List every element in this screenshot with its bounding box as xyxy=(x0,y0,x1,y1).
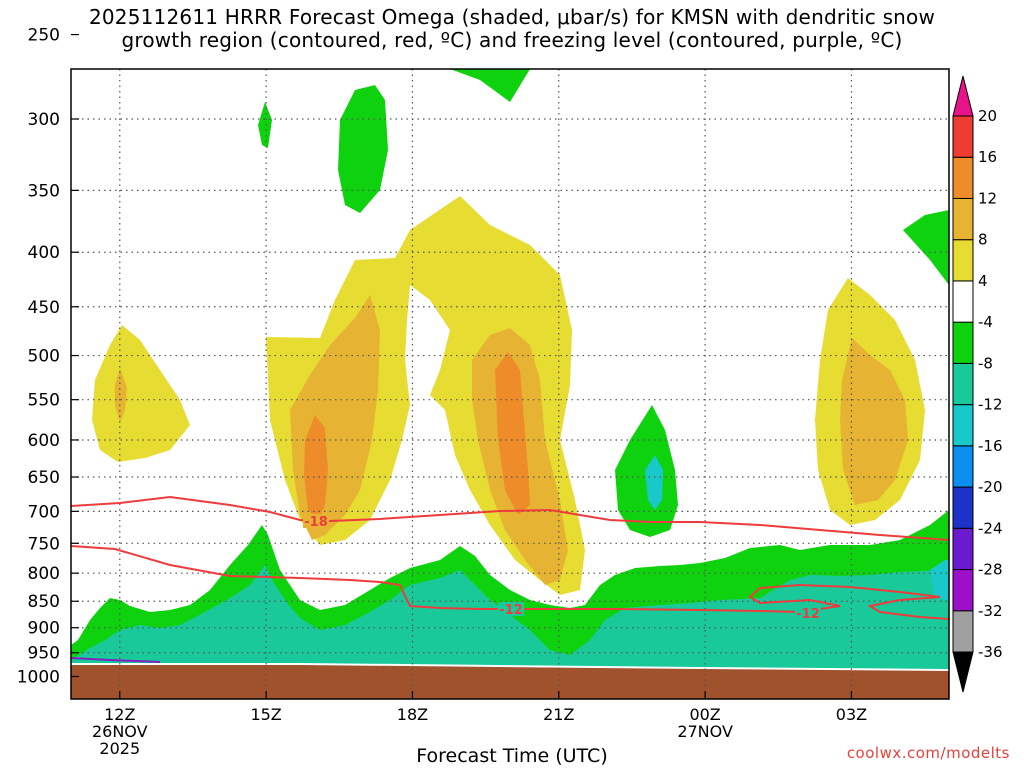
contour-label-minus12-a: -12 xyxy=(499,603,523,618)
colorbar-tick-label: 4 xyxy=(978,272,988,290)
y-tick-label: 800 xyxy=(28,564,60,584)
colorbar-tick-label: -20 xyxy=(978,478,1003,496)
omega-region-neg12-cell xyxy=(645,455,663,510)
omega-region-pos4-a xyxy=(92,325,190,462)
omega-region-neg12-edge xyxy=(930,560,949,600)
credit-link[interactable]: coolwx.com/modelts xyxy=(846,744,1010,762)
colorbar-tick-label: 8 xyxy=(978,231,988,249)
y-tick-label: 300 xyxy=(28,110,60,130)
colorbar-tick-label: -28 xyxy=(978,561,1003,579)
contour-minus18 xyxy=(71,495,949,541)
x-tick-year: 2025 xyxy=(99,739,140,758)
contour-minus12 xyxy=(71,545,949,620)
ground-edge xyxy=(71,663,949,671)
contour-freezing xyxy=(71,657,161,663)
colorbar-segment xyxy=(952,362,974,406)
y-tick-label: 850 xyxy=(28,592,60,612)
colorbar-segment xyxy=(952,197,974,241)
contour-label-minus12-b: -12 xyxy=(796,607,820,622)
y-tick-label: 750 xyxy=(28,534,60,554)
omega-region-pos8-a xyxy=(115,368,127,422)
chart-title-line1: 2025112611 HRRR Forecast Omega (shaded, … xyxy=(88,5,936,29)
omega-region-neg4-upper2 xyxy=(258,102,272,148)
colorbar-tick-label: -8 xyxy=(978,354,993,372)
y-tick-label: 950 xyxy=(28,644,60,664)
contour-label-group: -18 -12 -12 xyxy=(303,514,821,622)
y-tick-label: 350 xyxy=(28,181,60,201)
y-tick-label: 500 xyxy=(28,347,60,367)
colorbar-tick-label: -12 xyxy=(978,396,1003,414)
y-axis: 250 300 350 400 450 500 550 600 650 700 750 800 850 9… xyxy=(17,26,79,688)
y-tick-label: 900 xyxy=(28,619,60,639)
omega-region-pos8-d xyxy=(840,338,908,505)
colorbar-segment xyxy=(952,115,974,158)
colorbar-tick-label: 12 xyxy=(978,189,997,207)
colorbar: -36 -32 -28 -24 -20 -16 -12 -8 -4 4 8 12 16 20 xyxy=(952,75,1003,693)
colorbar-segment xyxy=(952,75,974,117)
x-tick-label: 21Z xyxy=(543,705,574,724)
chart-title-line2: growth region (contoured, red, ºC) and f… xyxy=(121,28,903,52)
colorbar-tick-label: 20 xyxy=(978,107,997,125)
colorbar-segment xyxy=(952,486,974,529)
omega-hole xyxy=(405,285,450,405)
colorbar-segment xyxy=(952,569,974,612)
omega-region-pos12-c xyxy=(495,352,530,515)
y-tick-label: 550 xyxy=(28,391,60,411)
x-tick-date: 27NOV xyxy=(677,722,733,741)
colorbar-segment xyxy=(952,156,974,199)
colorbar-segment xyxy=(952,651,974,693)
x-tick-date: 26NOV xyxy=(92,722,148,741)
colorbar-tick-label: -32 xyxy=(978,602,1003,620)
y-tick-label: 700 xyxy=(28,502,60,522)
colorbar-segment xyxy=(952,321,974,364)
y-tick-label: 450 xyxy=(28,298,60,318)
colorbar-tick-label: -36 xyxy=(978,643,1003,661)
omega-region-neg4-upper3 xyxy=(450,69,530,102)
omega-region-neg4-upper1 xyxy=(338,85,388,213)
x-tick-label: 18Z xyxy=(397,705,428,724)
x-tick-label: 03Z xyxy=(836,705,867,724)
omega-region-pos12-b xyxy=(304,415,328,520)
colorbar-tick-label: -4 xyxy=(978,313,993,331)
y-tick-label: 250 xyxy=(28,26,60,46)
colorbar-tick-label: 16 xyxy=(978,148,997,166)
x-tick-label: 12Z xyxy=(104,705,135,724)
omega-region-neg4-upper4 xyxy=(903,210,949,285)
contour-label-minus18: -18 xyxy=(304,515,328,530)
y-tick-label: 600 xyxy=(28,431,60,451)
y-tick-label: 650 xyxy=(28,468,60,488)
colorbar-segment xyxy=(952,527,974,571)
y-tick-label: 400 xyxy=(28,243,60,263)
gridlines xyxy=(71,69,949,699)
colorbar-segment xyxy=(952,404,974,447)
colorbar-segment xyxy=(952,610,974,653)
y-tick-label: 1000 xyxy=(17,668,60,688)
x-tick-label: 15Z xyxy=(250,705,281,724)
plot-frame xyxy=(70,68,950,700)
omega-shading: -18 -12 -12 xyxy=(71,69,949,699)
colorbar-tick-label: -16 xyxy=(978,437,1003,455)
colorbar-segment xyxy=(952,239,974,282)
ground-fill xyxy=(71,664,949,699)
x-tick-label: 00Z xyxy=(689,705,720,724)
x-axis-title: Forecast Time (UTC) xyxy=(416,745,608,767)
colorbar-tick-label: -24 xyxy=(978,519,1003,537)
colorbar-segment xyxy=(952,445,974,488)
colorbar-segment xyxy=(952,280,974,323)
